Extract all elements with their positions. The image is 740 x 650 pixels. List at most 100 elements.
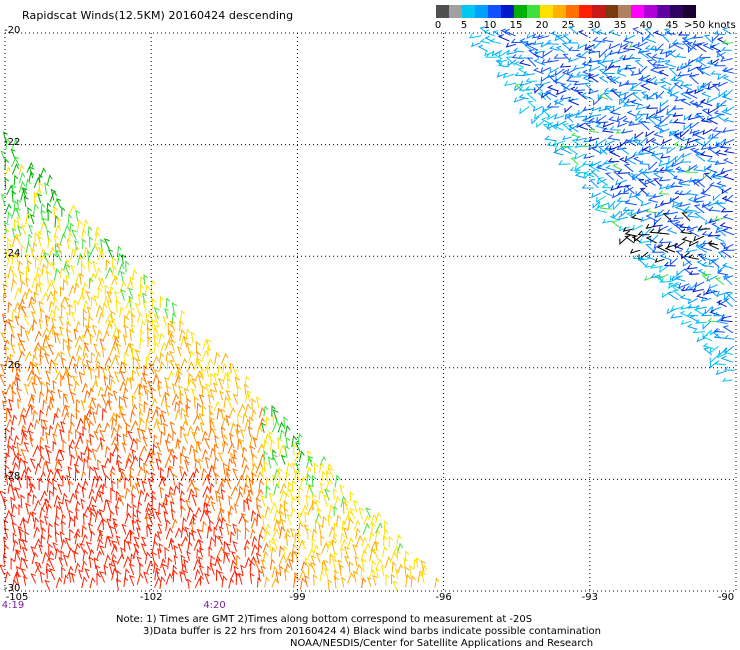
wind-barb bbox=[290, 506, 296, 518]
wind-barb bbox=[715, 149, 727, 156]
wind-barb bbox=[69, 480, 74, 493]
wind-barb bbox=[584, 46, 595, 53]
wind-barb bbox=[713, 61, 726, 67]
wind-barb bbox=[687, 114, 700, 121]
wind-barb bbox=[31, 276, 38, 289]
wind-barb bbox=[645, 130, 655, 138]
wind-barb bbox=[653, 167, 665, 173]
wind-barb bbox=[24, 466, 32, 479]
wind-barb bbox=[692, 34, 704, 39]
wind-barb bbox=[73, 282, 80, 294]
wind-barb bbox=[715, 50, 725, 60]
wind-barb bbox=[314, 499, 321, 512]
wind-barb bbox=[672, 289, 683, 298]
wind-barb bbox=[327, 578, 332, 591]
lat-lon-grid bbox=[4, 32, 737, 592]
wind-barb bbox=[94, 509, 102, 523]
wind-barb bbox=[311, 500, 317, 511]
wind-barb bbox=[1, 313, 7, 324]
wind-barb bbox=[119, 380, 126, 392]
wind-barb bbox=[32, 241, 37, 253]
wind-barb bbox=[16, 198, 22, 210]
wind-barb bbox=[674, 153, 684, 164]
wind-barb bbox=[50, 188, 57, 201]
wind-barb bbox=[277, 436, 283, 450]
wind-barb bbox=[128, 563, 135, 576]
wind-barb bbox=[107, 399, 113, 411]
wind-barb bbox=[631, 92, 642, 101]
wind-barb bbox=[669, 195, 680, 204]
wind-barb bbox=[255, 552, 262, 565]
wind-barb bbox=[23, 195, 29, 208]
wind-barb bbox=[54, 460, 61, 471]
wind-barb bbox=[41, 217, 48, 230]
wind-barb bbox=[628, 136, 642, 142]
wind-barb bbox=[541, 109, 551, 117]
wind-barb bbox=[597, 145, 608, 155]
colorbar-swatch bbox=[449, 5, 462, 18]
wind-barb bbox=[214, 435, 219, 446]
wind-barb bbox=[186, 551, 191, 561]
wind-barb bbox=[70, 453, 76, 466]
wind-barb bbox=[628, 86, 642, 92]
wind-barb bbox=[227, 510, 233, 523]
wind-barb bbox=[65, 274, 71, 286]
wind-barb bbox=[368, 568, 376, 580]
wind-barb bbox=[54, 370, 62, 381]
wind-barb bbox=[16, 452, 22, 463]
wind-barb bbox=[4, 570, 11, 583]
wind-barb bbox=[47, 208, 53, 221]
wind-barb bbox=[624, 184, 635, 194]
wind-barb bbox=[715, 114, 727, 123]
wind-barb bbox=[155, 442, 162, 452]
colorbar-label: 15 bbox=[509, 20, 523, 31]
wind-barb bbox=[291, 495, 296, 508]
wind-barb bbox=[179, 489, 185, 501]
wind-barb bbox=[26, 421, 34, 433]
wind-barb bbox=[245, 474, 251, 488]
wind-barb bbox=[316, 508, 322, 520]
wind-barb bbox=[97, 277, 104, 288]
wind-barb bbox=[53, 304, 60, 318]
wind-barb bbox=[285, 551, 293, 564]
wind-barb bbox=[313, 574, 318, 586]
wind-barb bbox=[169, 339, 176, 352]
wind-barb bbox=[409, 564, 414, 577]
wind-barb bbox=[320, 541, 329, 554]
wind-barb bbox=[98, 490, 105, 503]
wind-barb bbox=[609, 109, 621, 116]
wind-barb bbox=[171, 518, 178, 529]
wind-barb bbox=[206, 357, 214, 370]
wind-barb bbox=[136, 527, 141, 538]
wind-barb bbox=[173, 454, 178, 467]
wind-barb bbox=[103, 238, 110, 250]
wind-barb bbox=[135, 349, 141, 360]
wind-barb bbox=[171, 301, 178, 315]
wind-barb bbox=[637, 258, 648, 268]
wind-barb bbox=[150, 290, 155, 302]
wind-barb bbox=[50, 389, 56, 401]
wind-barb bbox=[334, 474, 341, 488]
wind-barb bbox=[638, 238, 650, 244]
wind-barb bbox=[209, 482, 215, 494]
wind-barb bbox=[264, 576, 270, 588]
wind-barb bbox=[130, 323, 136, 334]
wind-barb bbox=[81, 524, 87, 538]
wind-barb bbox=[34, 562, 42, 574]
wind-barb bbox=[349, 507, 356, 520]
wind-barb bbox=[722, 39, 734, 44]
wind-barb bbox=[714, 360, 727, 366]
wind-barb bbox=[392, 545, 399, 556]
wind-barb bbox=[13, 200, 19, 212]
wind-barb bbox=[653, 178, 662, 187]
wind-barb bbox=[163, 510, 169, 522]
wind-barb bbox=[319, 482, 325, 493]
wind-barb bbox=[695, 179, 706, 188]
wind-barb bbox=[645, 178, 656, 186]
wind-barb bbox=[526, 57, 537, 67]
wind-barb bbox=[668, 282, 677, 291]
wind-barb bbox=[228, 495, 233, 506]
wind-barb bbox=[151, 494, 157, 508]
wind-barb bbox=[2, 536, 8, 547]
wind-barb bbox=[53, 267, 61, 281]
